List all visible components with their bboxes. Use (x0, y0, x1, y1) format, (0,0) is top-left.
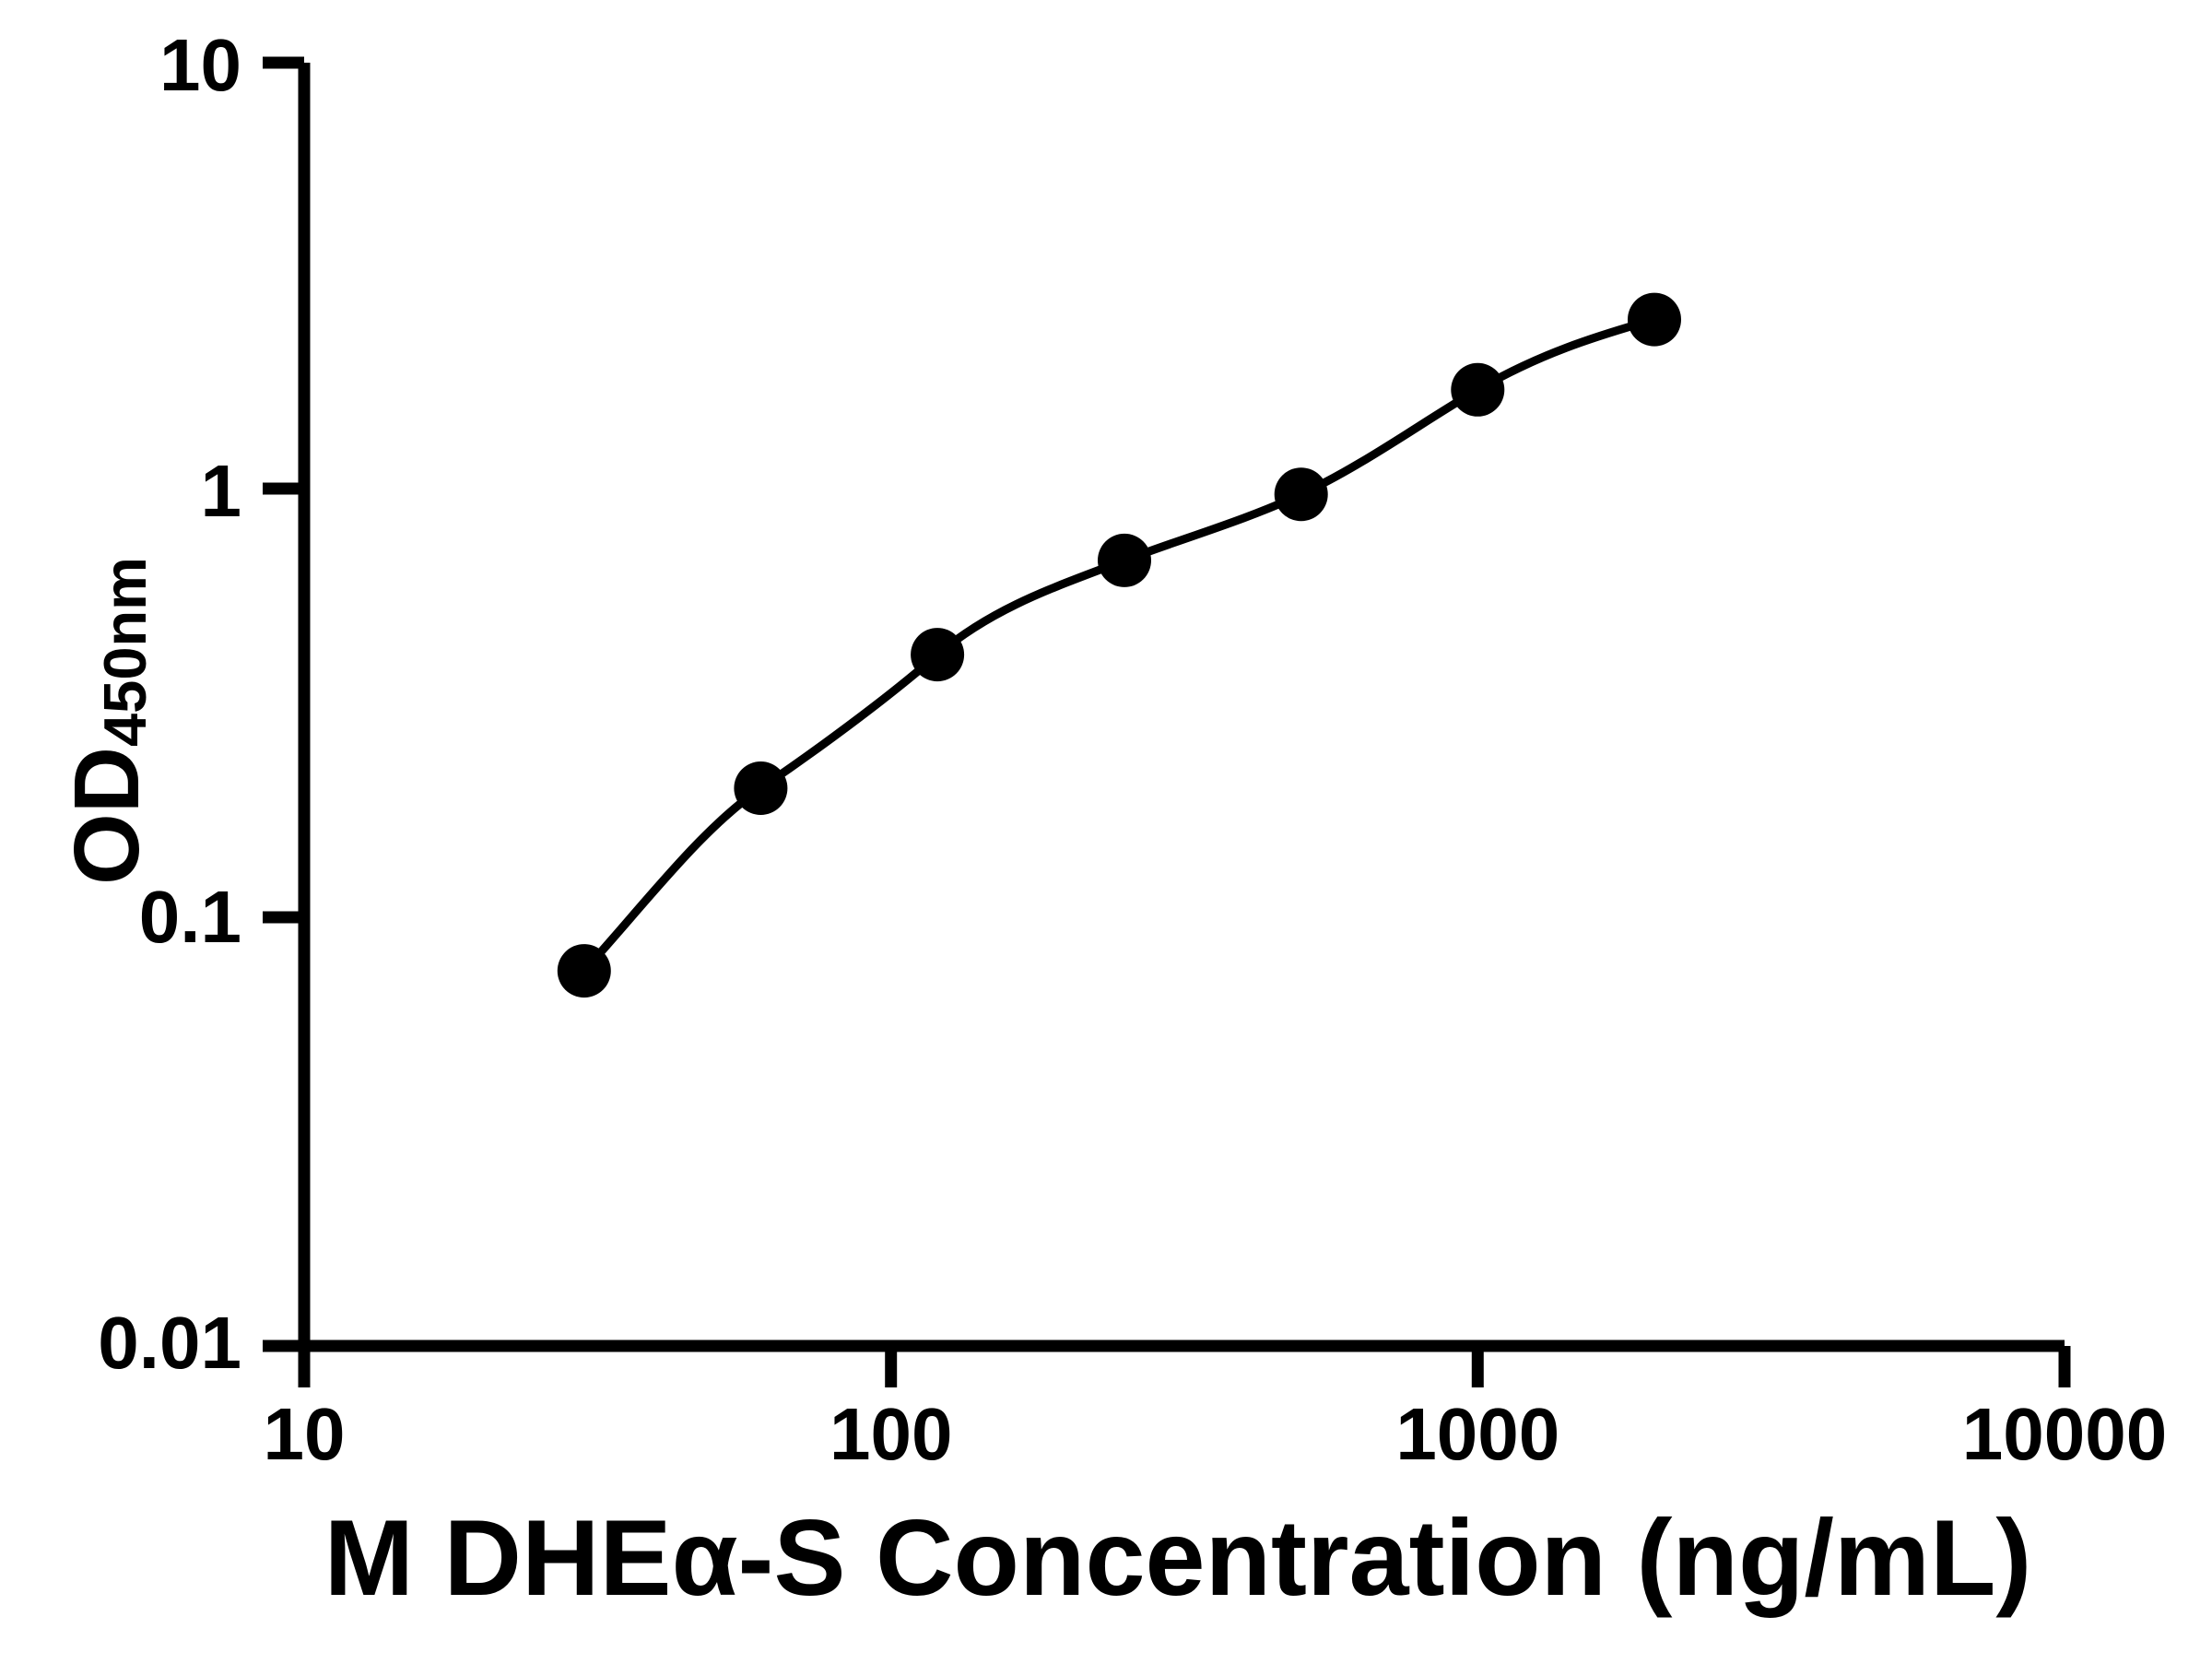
svg-text:100: 100 (830, 1393, 952, 1475)
svg-text:10: 10 (159, 24, 241, 106)
svg-text:M DHEα-S Concentration (ng/mL): M DHEα-S Concentration (ng/mL) (324, 1497, 2032, 1618)
svg-text:10000: 10000 (1962, 1393, 2167, 1475)
svg-text:OD450nm: OD450nm (55, 557, 159, 885)
svg-text:0.1: 0.1 (139, 876, 241, 958)
svg-text:1000: 1000 (1395, 1393, 1559, 1475)
svg-text:10: 10 (264, 1393, 346, 1475)
svg-text:1: 1 (201, 450, 242, 532)
svg-text:0.01: 0.01 (98, 1302, 241, 1384)
